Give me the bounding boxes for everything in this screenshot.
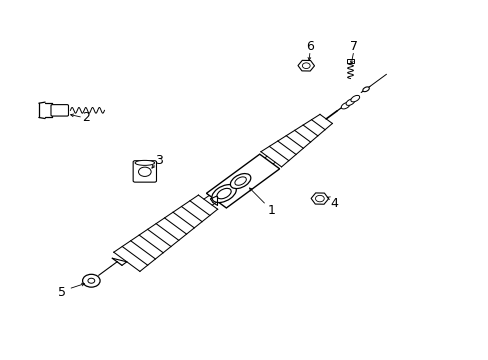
Polygon shape	[206, 154, 279, 208]
Circle shape	[302, 63, 309, 68]
Ellipse shape	[341, 103, 349, 109]
Text: 3: 3	[155, 154, 163, 167]
Text: 7: 7	[349, 40, 357, 53]
Circle shape	[138, 167, 151, 176]
Ellipse shape	[350, 95, 359, 102]
Text: 1: 1	[267, 204, 275, 217]
Ellipse shape	[230, 174, 250, 189]
Text: 6: 6	[305, 40, 313, 53]
Ellipse shape	[135, 160, 154, 165]
Circle shape	[315, 195, 324, 202]
Ellipse shape	[362, 87, 368, 92]
Circle shape	[88, 278, 95, 283]
Polygon shape	[346, 59, 354, 63]
Circle shape	[82, 274, 100, 287]
Ellipse shape	[234, 177, 246, 185]
Ellipse shape	[211, 185, 236, 203]
Text: 5: 5	[58, 286, 66, 299]
Ellipse shape	[346, 99, 354, 105]
FancyBboxPatch shape	[51, 105, 68, 116]
Ellipse shape	[217, 188, 231, 199]
Text: 2: 2	[82, 111, 90, 124]
FancyBboxPatch shape	[133, 161, 156, 182]
Text: 4: 4	[330, 197, 338, 210]
